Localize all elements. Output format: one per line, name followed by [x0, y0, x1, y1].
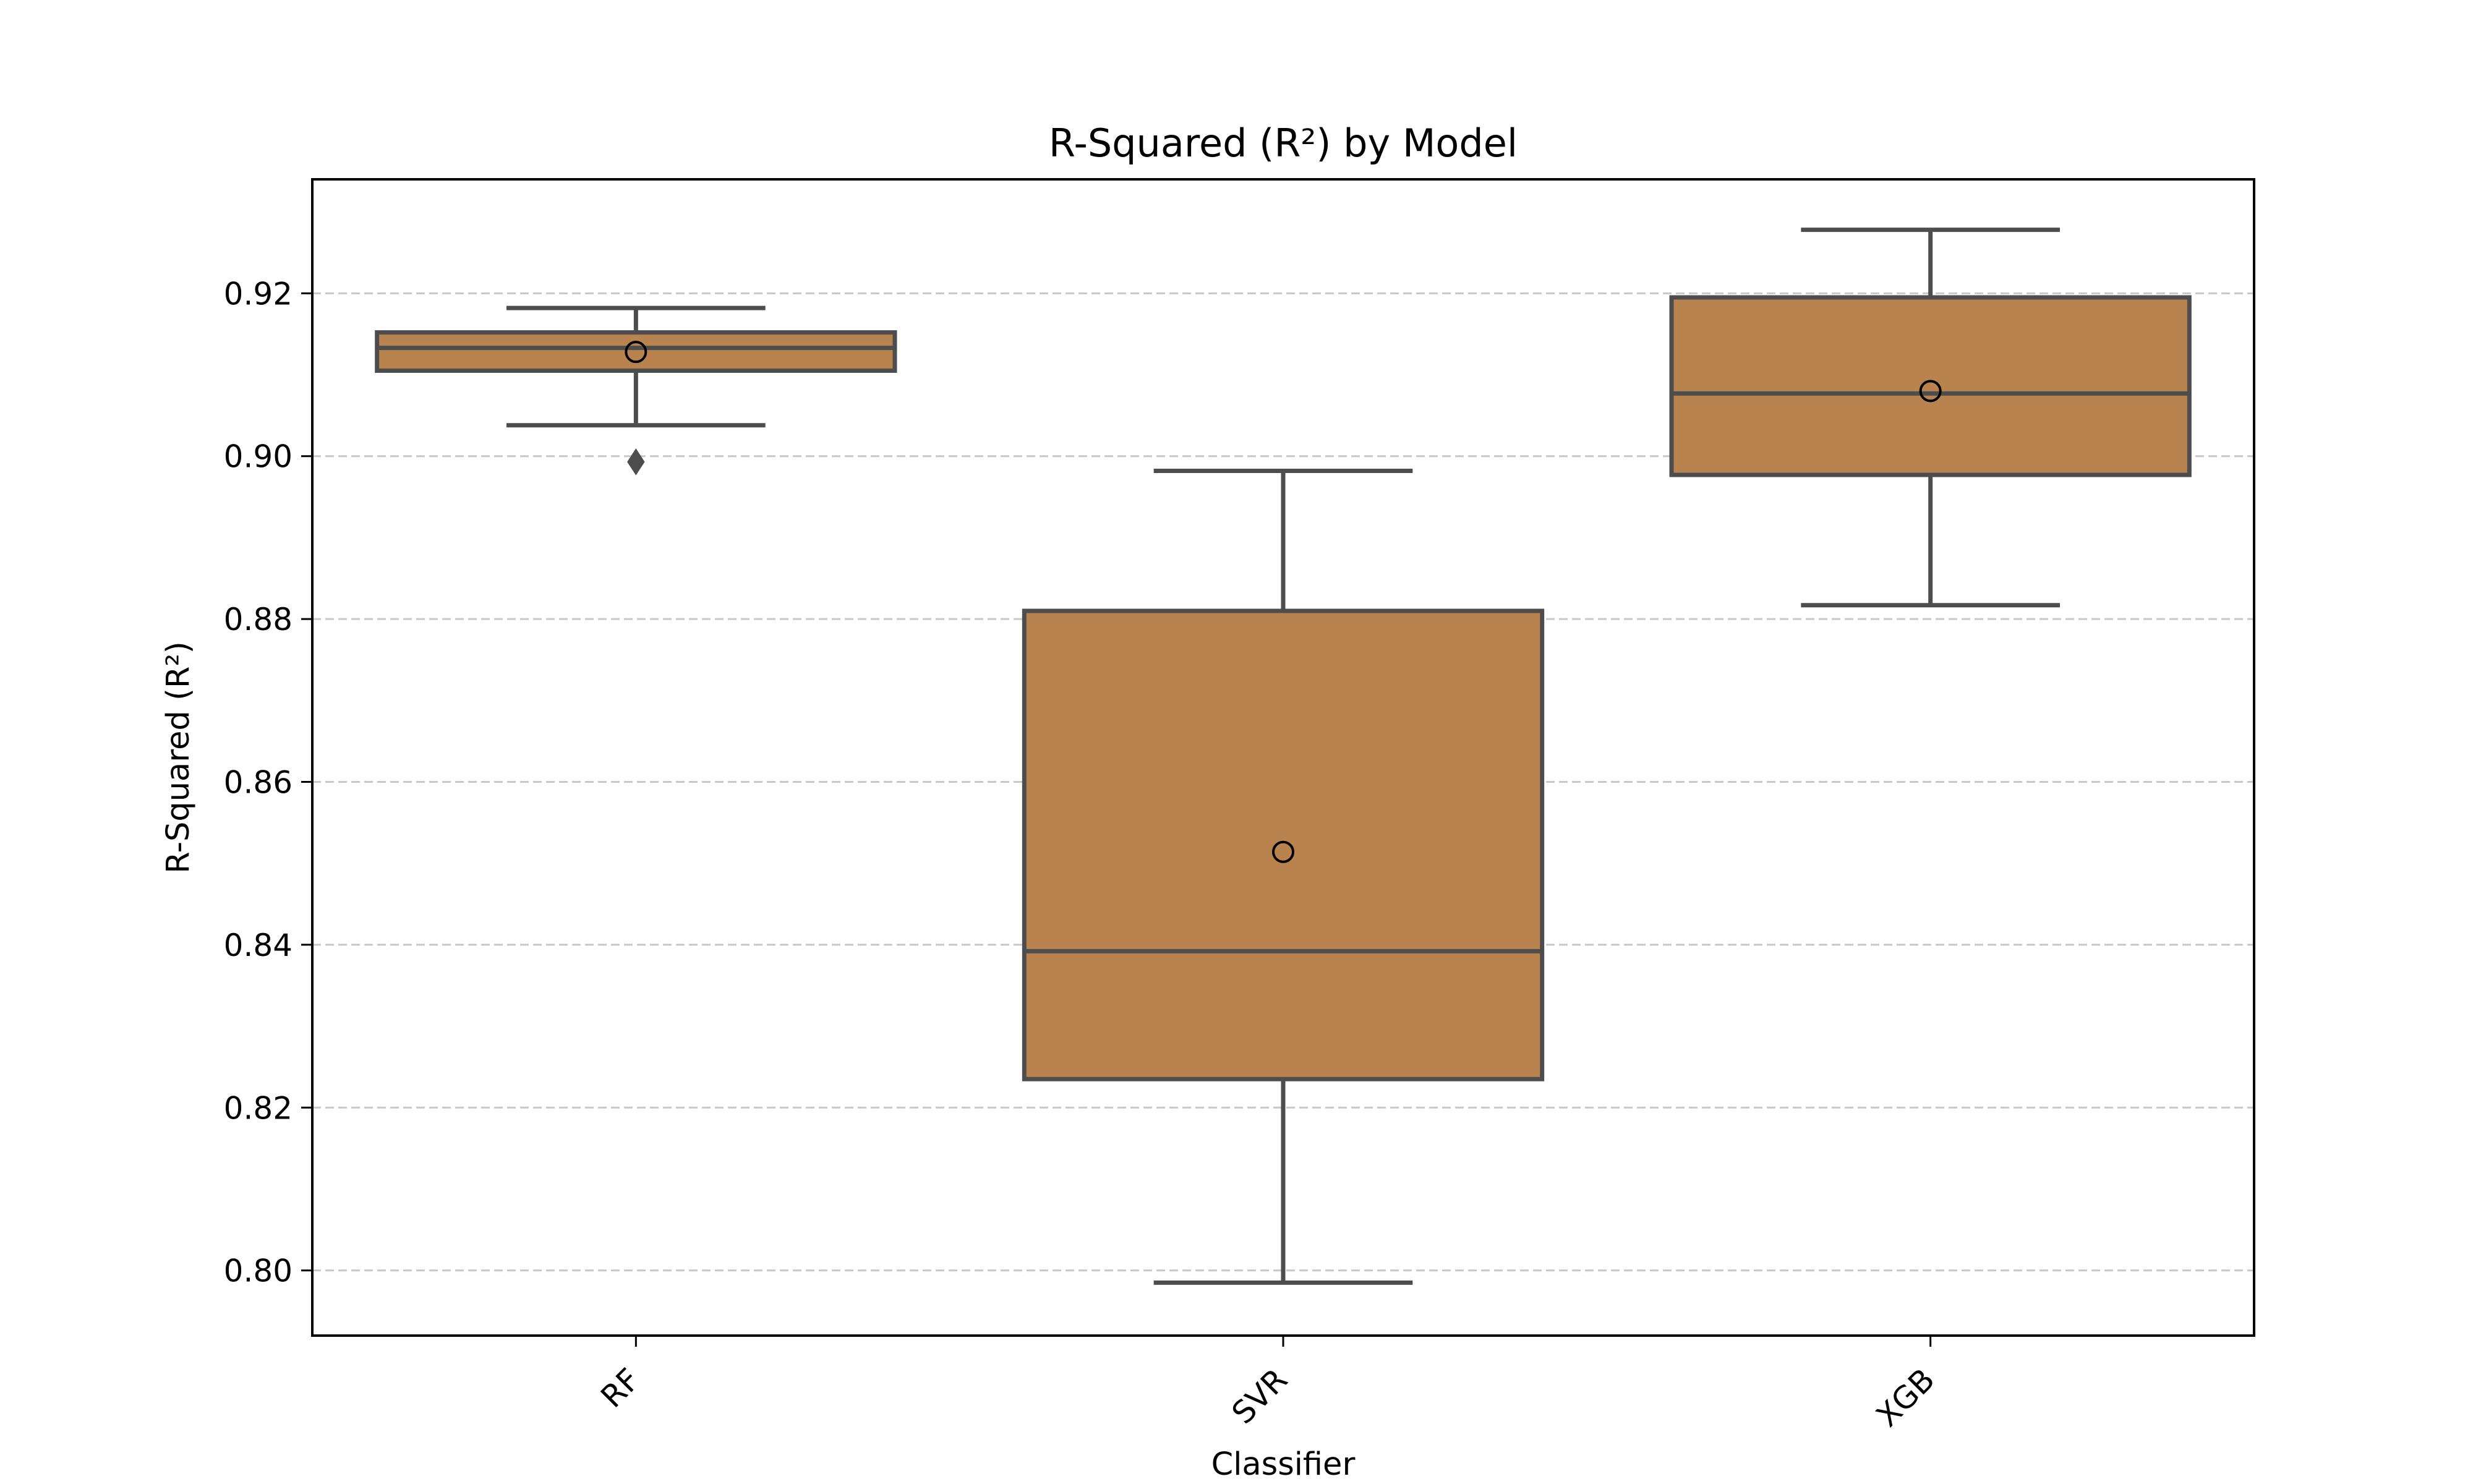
y-tick-label: 0.92	[224, 276, 293, 312]
y-tick-label: 0.90	[224, 439, 293, 475]
box-rf	[375, 305, 897, 475]
outlier-point	[627, 448, 645, 475]
y-tick-label: 0.88	[224, 602, 293, 638]
y-tick-label: 0.80	[224, 1253, 293, 1289]
y-tick-label: 0.86	[224, 765, 293, 801]
y-axis-title: R-Squared (R²)	[160, 641, 197, 874]
y-axis: 0.80 0.82 0.84 0.86 0.88 0.90 0.92	[224, 276, 312, 1289]
box-svr	[1022, 468, 1545, 1285]
y-tick-label: 0.82	[224, 1090, 293, 1126]
chart-title: R-Squared (R²) by Model	[1049, 121, 1518, 166]
iqr-box	[1669, 295, 2192, 477]
mean-marker	[1919, 380, 1942, 403]
iqr-box	[375, 330, 897, 373]
x-tick-label: RF	[594, 1362, 647, 1415]
mean-marker	[1272, 840, 1294, 863]
x-axis: RF SVR XGB	[594, 1336, 1942, 1434]
box-series	[375, 228, 2192, 1285]
x-tick-label: XGB	[1869, 1362, 1942, 1434]
x-tick-label: SVR	[1225, 1362, 1294, 1431]
x-axis-title: Classifier	[1211, 1446, 1356, 1483]
box-xgb	[1669, 228, 2192, 608]
mean-marker	[625, 341, 647, 364]
iqr-box	[1022, 608, 1545, 1081]
y-tick-label: 0.84	[224, 927, 293, 963]
